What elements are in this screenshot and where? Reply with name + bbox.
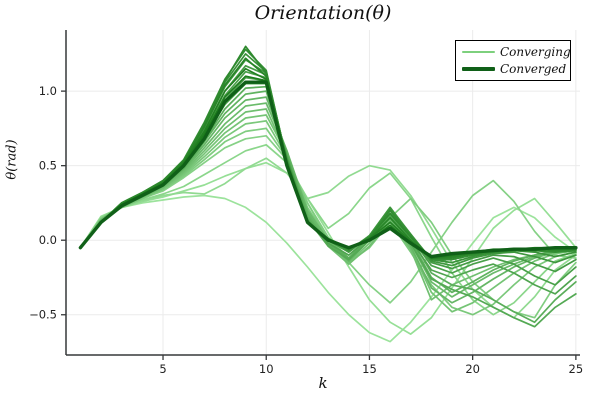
y-tick-label-0.5: 0.5 [39,159,57,173]
y-axis-label: θ(rad) [4,139,20,180]
series-line-converging-01 [79,194,577,343]
series-line-converging-11 [79,96,577,304]
series-line-converged [78,80,578,259]
series-line-converging-02 [79,161,577,335]
legend-entry-converging: Converging [462,45,571,59]
y-tick-label-1.0: 1.0 [39,84,57,98]
series-line-converging-23 [79,67,577,259]
series-line-converging-24 [79,75,577,258]
x-axis-label: k [318,374,328,392]
series-line-converging-14 [79,82,577,328]
x-tick-label-15: 15 [362,362,377,376]
series-line-converging-04 [79,143,577,316]
series-line-converging-09 [79,108,577,301]
x-tick-label-25: 25 [569,362,584,376]
x-tick-label-20: 20 [465,362,480,376]
x-tick-label-10: 10 [259,362,274,376]
y-tick-label-−0.5: −0.5 [29,308,57,322]
converged-line-swatch [462,67,495,71]
series-line-converging-13 [79,85,577,324]
legend-label-converged: Converged [500,62,567,76]
chart-title: Orientation(θ) [254,2,392,24]
series-line-converging-06 [79,127,577,319]
legend-entry-converged: Converged [462,62,567,76]
x-tick-label-5: 5 [159,362,166,376]
series-line-converging-07 [79,120,577,316]
legend: Converging Converged [455,40,571,81]
legend-label-converging: Converging [500,45,571,59]
series-line-converging-05 [79,134,577,304]
y-tick-label-0.0: 0.0 [39,233,57,247]
converging-line-swatch [462,50,495,54]
